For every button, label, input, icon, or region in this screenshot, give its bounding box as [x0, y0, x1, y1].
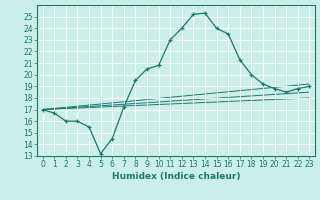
X-axis label: Humidex (Indice chaleur): Humidex (Indice chaleur) [112, 172, 240, 181]
